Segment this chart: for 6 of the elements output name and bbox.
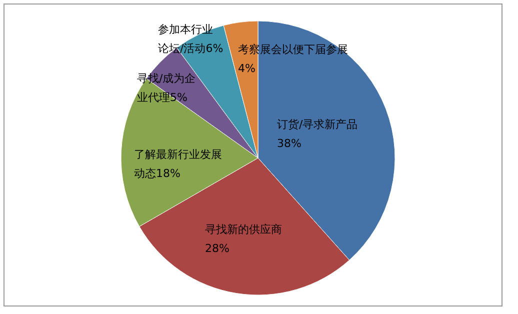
data-label: 38%: [277, 137, 302, 150]
data-label: 4%: [238, 62, 256, 75]
slice-label: 订货/寻求新产品: [277, 118, 358, 131]
slice-label: 了解最新行业发展动态18%: [134, 148, 222, 180]
slice-label: 寻找新的供应商: [205, 223, 282, 236]
data-label: 28%: [205, 242, 230, 255]
